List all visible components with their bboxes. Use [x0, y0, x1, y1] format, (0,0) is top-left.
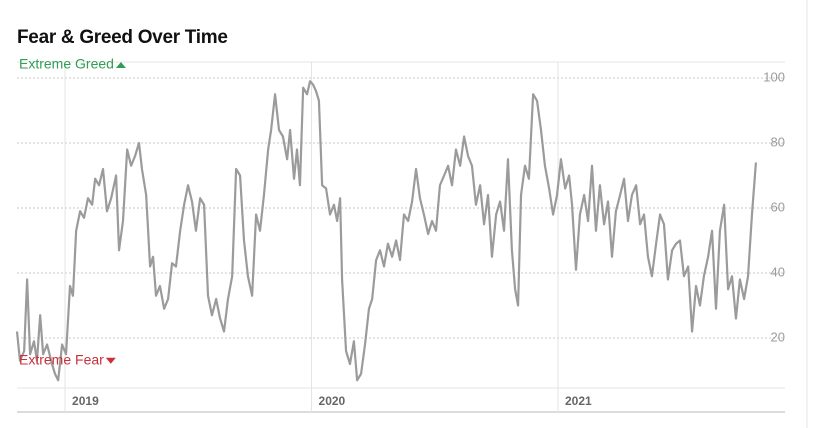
y-tick-label: 80	[771, 134, 785, 149]
plot	[15, 80, 758, 382]
y-tick-label: 20	[771, 329, 785, 344]
y-tick-label: 60	[771, 199, 785, 214]
y-tick-label: 100	[763, 69, 785, 84]
chart-title: Fear & Greed Over Time	[17, 27, 228, 48]
annotation: Extreme Greed	[19, 56, 114, 72]
annotation-marker	[115, 62, 126, 68]
grid	[17, 62, 785, 412]
fear-greed-line	[15, 80, 758, 382]
annotation: Extreme Fear	[19, 351, 104, 367]
x-tick-label: 2020	[319, 394, 346, 408]
x-tick-label: 2021	[565, 394, 592, 408]
x-tick-label: 2019	[72, 394, 99, 408]
annotation-marker	[105, 357, 116, 364]
y-tick-label: 40	[771, 264, 785, 279]
